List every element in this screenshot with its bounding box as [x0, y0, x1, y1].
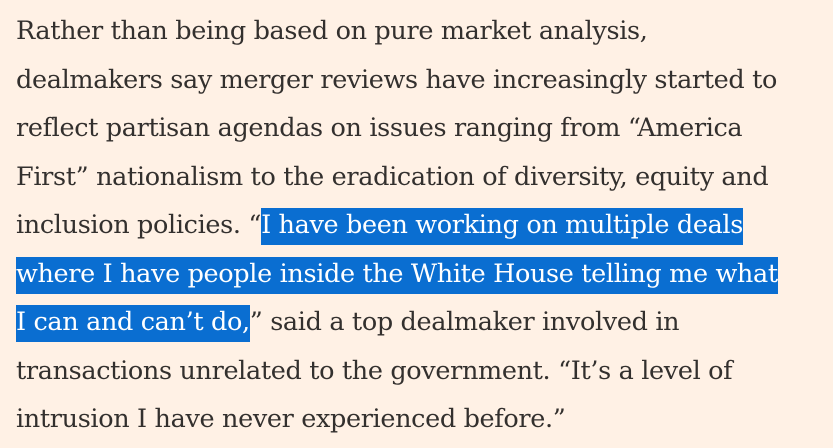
line-text: ” said a top dealmaker involved in — [249, 307, 680, 337]
line-text: intrusion I have never experienced befor… — [16, 404, 566, 434]
paragraph-line-7: I can and can’t do,” said a top dealmake… — [16, 298, 821, 347]
paragraph-line-8: transactions unrelated to the government… — [16, 347, 821, 396]
selected-quote-text[interactable]: I can and can’t do, — [16, 305, 250, 342]
line-text: inclusion policies. “ — [16, 210, 262, 240]
paragraph-line-3: reflect partisan agendas on issues rangi… — [16, 104, 821, 153]
paragraph-line-9: intrusion I have never experienced befor… — [16, 395, 821, 444]
line-text: First” nationalism to the eradication of… — [16, 161, 769, 192]
paragraph-line-6: where I have people inside the White Hou… — [16, 250, 821, 299]
line-text: dealmakers say merger reviews have incre… — [16, 64, 778, 95]
selected-quote-text[interactable]: where I have people inside the White Hou… — [16, 256, 778, 294]
paragraph-line-4: First” nationalism to the eradication of… — [16, 153, 821, 202]
line-text: reflect partisan agendas on issues rangi… — [16, 113, 743, 143]
selected-quote-text[interactable]: I have been working on multiple deals — [261, 208, 743, 245]
paragraph-line-1: Rather than being based on pure market a… — [16, 7, 821, 56]
line-text: transactions unrelated to the government… — [16, 355, 733, 386]
paragraph-line-2: dealmakers say merger reviews have incre… — [16, 56, 821, 105]
paragraph-line-5: inclusion policies. “I have been working… — [16, 201, 821, 250]
article-paragraph[interactable]: Rather than being based on pure market a… — [16, 7, 821, 444]
line-text: Rather than being based on pure market a… — [16, 16, 648, 46]
